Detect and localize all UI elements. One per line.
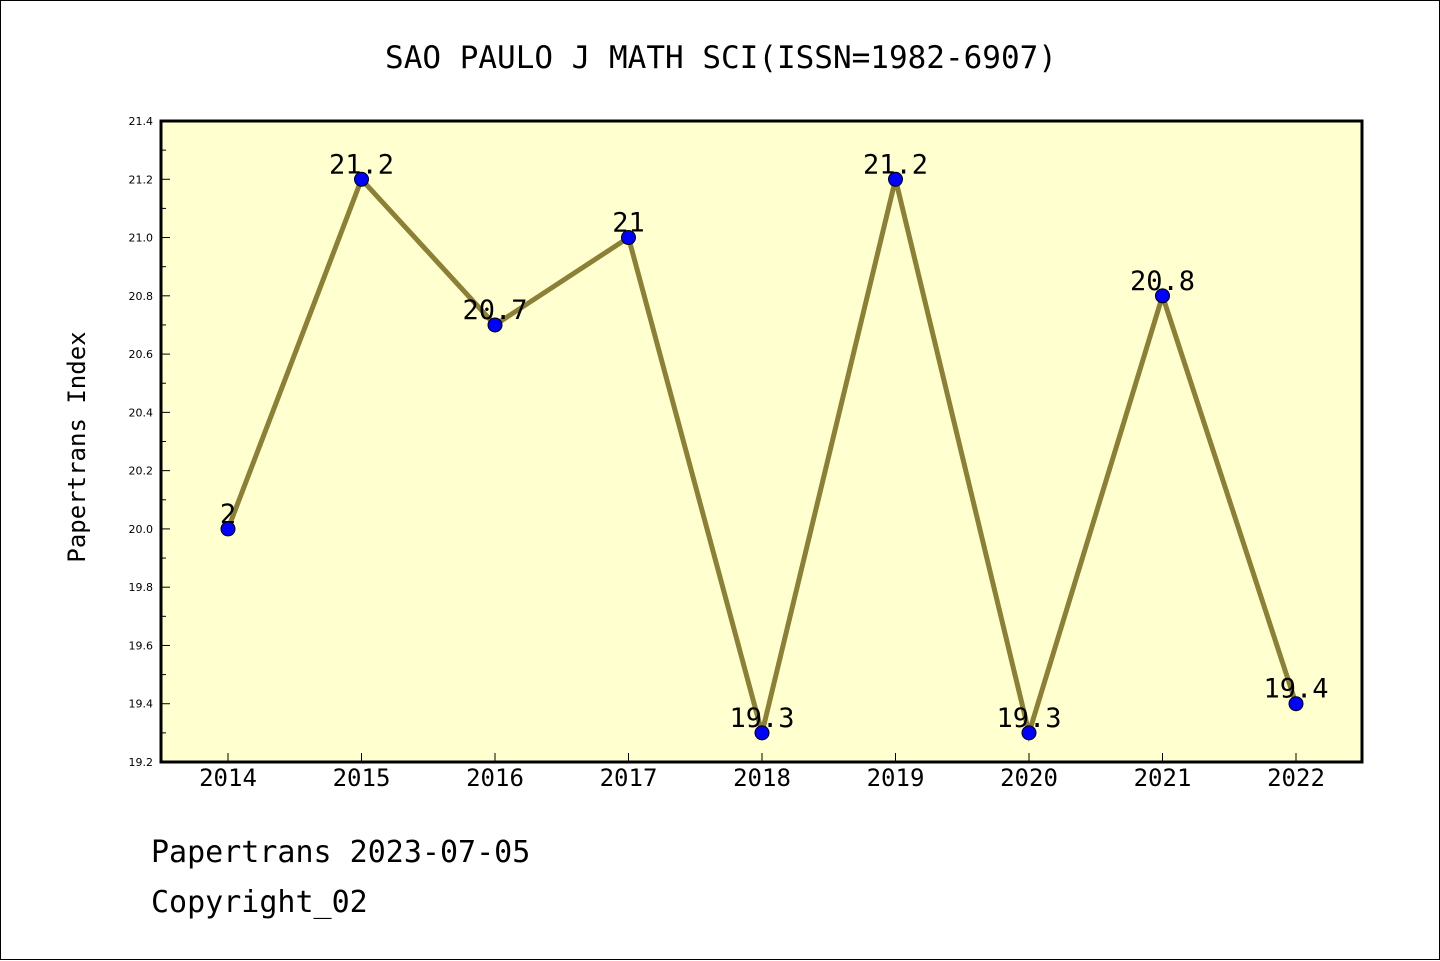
x-tick-label-7: 2021	[1134, 764, 1192, 792]
y-tick-label-9: 21.0	[129, 232, 154, 245]
chart-title: SAO PAULO J MATH SCI(ISSN=1982-6907)	[385, 40, 1057, 76]
data-marker-7	[1155, 288, 1170, 304]
y-tick-label-11: 21.4	[129, 115, 154, 128]
y-tick-label-8: 20.8	[129, 290, 154, 303]
data-marker-8	[1288, 696, 1304, 712]
data-marker-5	[888, 171, 903, 187]
y-tick-label-0: 19.2	[129, 756, 154, 769]
y-tick-label-3: 19.8	[129, 581, 154, 594]
data-marker-4	[754, 725, 770, 741]
y-axis-ticks	[161, 120, 170, 763]
x-tick-label-6: 2020	[1000, 764, 1058, 792]
data-markers	[220, 171, 1304, 741]
x-axis-ticks	[227, 753, 1297, 762]
x-tick-label-3: 2017	[600, 764, 658, 792]
footer-copyright: Copyright_02	[151, 885, 368, 920]
data-marker-0	[220, 521, 236, 537]
y-tick-label-4: 20.0	[129, 523, 154, 536]
y-tick-label-6: 20.4	[129, 406, 154, 419]
y-axis-tick-labels: 19.2 19.4 19.6 19.8 20.0 20.2 20.4 20.6 20.8 21.0…	[129, 115, 154, 769]
x-tick-label-5: 2019	[867, 764, 925, 792]
data-marker-6	[1021, 725, 1037, 741]
data-label-0: 2	[220, 499, 236, 530]
x-tick-label-1: 2015	[333, 764, 391, 792]
y-tick-label-1: 19.4	[129, 698, 154, 711]
x-axis-tick-labels: 2014 2015 2016 2017 2018 2019 2020 2021 2022	[199, 764, 1325, 792]
data-marker-2	[487, 317, 503, 333]
y-tick-label-2: 19.6	[129, 639, 154, 652]
y-axis-label: Papertrans Index	[63, 331, 91, 562]
data-marker-3	[621, 230, 636, 246]
y-tick-label-7: 20.6	[129, 348, 154, 361]
plot-area	[159, 119, 1364, 764]
data-marker-1	[354, 171, 369, 187]
footer-date: Papertrans 2023-07-05	[151, 835, 531, 870]
x-tick-label-4: 2018	[733, 764, 791, 792]
x-tick-label-8: 2022	[1267, 764, 1325, 792]
x-tick-label-2: 2016	[466, 764, 524, 792]
y-tick-label-10: 21.2	[129, 173, 154, 186]
x-tick-label-0: 2014	[199, 764, 257, 792]
y-tick-label-5: 20.2	[129, 465, 154, 478]
